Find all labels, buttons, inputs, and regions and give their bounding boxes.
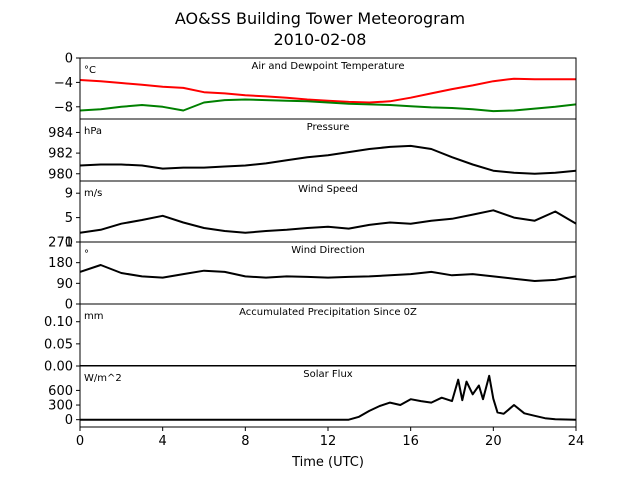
panel-5-unit: mm [84, 311, 103, 322]
panel-3-title: Wind Speed [298, 184, 358, 195]
panel-2-unit: hPa [84, 126, 102, 137]
panel-4-ytick-label: 0 [65, 298, 73, 313]
panel-5: 0.00 0.05 0.10 Accumulated Precipitation Si… [44, 303, 577, 375]
x-axis-label: Time (UTC) [291, 455, 364, 470]
panel-3-series-1-line [80, 209, 576, 234]
panel-2: 980 982 984 Pressure hPa [48, 118, 577, 182]
panel-2-title: Pressure [307, 122, 350, 133]
panel-2-series-1-line [80, 144, 576, 175]
panel-6-title: Solar Flux [303, 369, 353, 380]
panel-3: 1 5 9 Wind Speed m/s [65, 180, 577, 251]
panel-4-ytick-label: 90 [56, 277, 73, 292]
x-tick-label: 4 [159, 434, 167, 449]
panel-3-ytick-label: 5 [65, 211, 73, 226]
panel-6-ytick-label: 600 [48, 384, 73, 399]
panel-4: 0 90 180 270 Wind Direction ° [48, 236, 577, 313]
panel-6-ytick-label: 300 [48, 399, 73, 414]
panel-3-ytick-label: 1 [65, 236, 73, 251]
chart-subtitle: 2010-02-08 [274, 30, 367, 49]
x-tick-label: 0 [76, 434, 84, 449]
panel-2-ytick-label: 982 [48, 147, 73, 162]
x-tick-label: 12 [320, 434, 337, 449]
panel-2-ytick-label: 980 [48, 167, 73, 182]
panel-3-ytick-label: 9 [65, 187, 73, 202]
panel-5-ytick-label: 0.05 [44, 337, 73, 352]
x-tick-label: 16 [402, 434, 419, 449]
panel-5-ytick-label: 0.10 [44, 315, 73, 330]
panel-3-unit: m/s [84, 188, 102, 199]
panel-1-unit: °C [84, 65, 96, 76]
panel-6-series-1-line [80, 374, 576, 421]
panel-4-ytick-label: 180 [48, 256, 73, 271]
panel-4-unit: ° [84, 249, 89, 260]
panel-6-ytick-label: 0 [65, 413, 73, 428]
panel-1-ytick-label: −8 [54, 100, 73, 115]
panel-4-ytick-label: 270 [48, 236, 73, 251]
panel-5-ytick-label: 0.00 [44, 360, 73, 375]
panel-1-series-2-line [80, 98, 576, 113]
x-axis: 0 4 8 12 16 20 24 [76, 427, 584, 449]
x-tick-label: 8 [241, 434, 249, 449]
panel-5-title: Accumulated Precipitation Since 0Z [239, 307, 417, 318]
panel-6-unit: W/m^2 [84, 373, 122, 384]
panel-4-series-1-line [80, 264, 576, 282]
panel-1: 0 −4 −8 Air and Dewpoint Temperature °C [54, 52, 577, 120]
x-tick-label: 20 [485, 434, 502, 449]
panel-2-ytick-label: 984 [48, 126, 73, 141]
panel-1-ytick-label: −4 [54, 76, 73, 91]
panel-1-series-1-line [80, 77, 576, 104]
chart-title: AO&SS Building Tower Meteorogram [175, 9, 465, 28]
panel-1-ytick-label: 0 [65, 52, 73, 67]
x-tick-label: 24 [568, 434, 585, 449]
panel-1-title: Air and Dewpoint Temperature [252, 61, 405, 72]
panel-4-title: Wind Direction [291, 245, 365, 256]
